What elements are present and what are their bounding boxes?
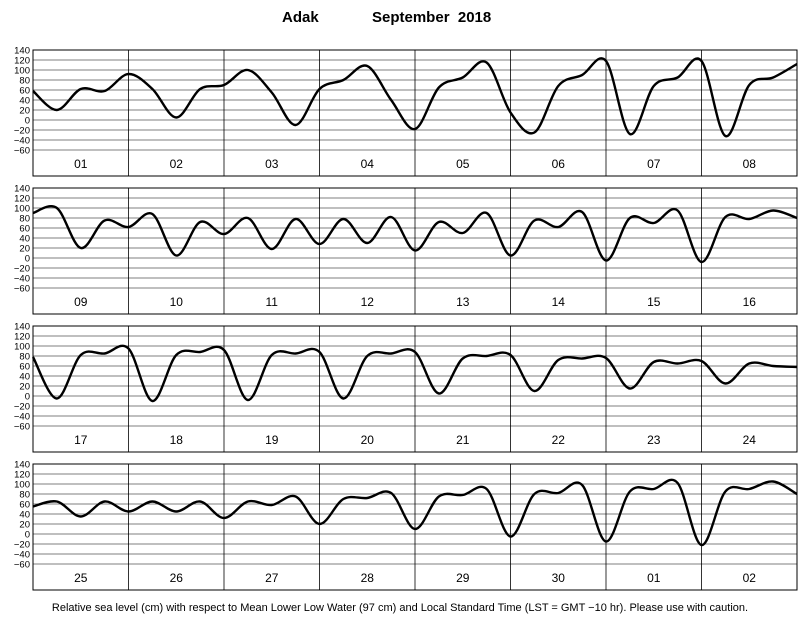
y-tick-label: 140 <box>14 321 30 332</box>
day-label: 17 <box>74 433 88 447</box>
day-label: 29 <box>456 571 470 585</box>
day-label: 28 <box>361 571 375 585</box>
day-label: 27 <box>265 571 279 585</box>
day-label: 24 <box>743 433 757 447</box>
y-tick-label: 60 <box>19 499 30 510</box>
y-tick-label: −40 <box>14 135 30 146</box>
day-label: 21 <box>456 433 470 447</box>
day-label: 26 <box>170 571 184 585</box>
y-tick-label: 80 <box>19 75 30 86</box>
y-tick-label: 40 <box>19 95 30 106</box>
day-label: 12 <box>361 295 375 309</box>
day-label: 19 <box>265 433 279 447</box>
y-tick-label: −60 <box>14 283 30 294</box>
chart-title-month-year: September 2018 <box>372 9 491 26</box>
y-tick-label: −40 <box>14 549 30 560</box>
y-tick-label: 20 <box>19 381 30 392</box>
y-tick-label: 60 <box>19 85 30 96</box>
y-tick-label: 100 <box>14 65 30 76</box>
day-label: 23 <box>647 433 661 447</box>
day-label: 11 <box>266 295 279 309</box>
y-tick-label: 100 <box>14 479 30 490</box>
tide-curve <box>32 57 798 138</box>
day-label: 20 <box>361 433 375 447</box>
tide-curve <box>31 344 798 403</box>
day-label: 04 <box>361 157 375 171</box>
day-label: 18 <box>170 433 184 447</box>
day-label: 08 <box>743 157 757 171</box>
y-tick-label: 0 <box>25 253 30 264</box>
day-label: 02 <box>170 157 184 171</box>
day-label: 25 <box>74 571 88 585</box>
y-tick-label: 80 <box>19 351 30 362</box>
y-tick-label: −40 <box>14 273 30 284</box>
y-tick-label: 20 <box>19 519 30 530</box>
y-tick-label: 140 <box>14 459 30 470</box>
day-label: 30 <box>552 571 566 585</box>
y-tick-label: −60 <box>14 559 30 570</box>
day-label: 14 <box>552 295 566 309</box>
y-tick-label: 0 <box>25 391 30 402</box>
y-tick-label: 120 <box>14 193 30 204</box>
y-tick-label: −60 <box>14 145 30 156</box>
y-tick-label: −20 <box>14 539 30 550</box>
y-tick-label: 120 <box>14 55 30 66</box>
chart-title-station: Adak <box>282 9 319 26</box>
y-tick-label: 100 <box>14 203 30 214</box>
day-label: 16 <box>743 295 757 309</box>
y-tick-label: 60 <box>19 223 30 234</box>
y-tick-label: −20 <box>14 263 30 274</box>
y-tick-label: 80 <box>19 489 30 500</box>
day-label: 05 <box>456 157 470 171</box>
day-label: 01 <box>647 571 661 585</box>
y-tick-label: 40 <box>19 233 30 244</box>
y-tick-label: 0 <box>25 529 30 540</box>
y-tick-label: −60 <box>14 421 30 432</box>
day-label: 22 <box>552 433 566 447</box>
chart-footnote: Relative sea level (cm) with respect to … <box>52 602 748 614</box>
day-label: 13 <box>456 295 470 309</box>
day-label: 07 <box>647 157 661 171</box>
y-tick-label: 80 <box>19 213 30 224</box>
y-tick-label: −40 <box>14 411 30 422</box>
y-tick-label: 120 <box>14 331 30 342</box>
y-tick-label: 40 <box>19 509 30 520</box>
y-tick-label: 60 <box>19 361 30 372</box>
tide-curve <box>32 478 798 547</box>
y-tick-label: 120 <box>14 469 30 480</box>
y-tick-label: 20 <box>19 105 30 116</box>
y-tick-label: 0 <box>25 115 30 126</box>
day-label: 06 <box>552 157 566 171</box>
day-label: 09 <box>74 295 88 309</box>
day-label: 01 <box>74 157 88 171</box>
y-tick-label: 20 <box>19 243 30 254</box>
tide-curve <box>32 205 798 264</box>
y-tick-label: 100 <box>14 341 30 352</box>
day-label: 02 <box>743 571 757 585</box>
day-label: 10 <box>170 295 184 309</box>
y-tick-label: 140 <box>14 183 30 194</box>
day-label: 03 <box>265 157 279 171</box>
y-tick-label: −20 <box>14 125 30 136</box>
y-tick-label: −20 <box>14 401 30 412</box>
y-tick-label: 140 <box>14 45 30 56</box>
day-label: 15 <box>647 295 661 309</box>
y-tick-label: 40 <box>19 371 30 382</box>
